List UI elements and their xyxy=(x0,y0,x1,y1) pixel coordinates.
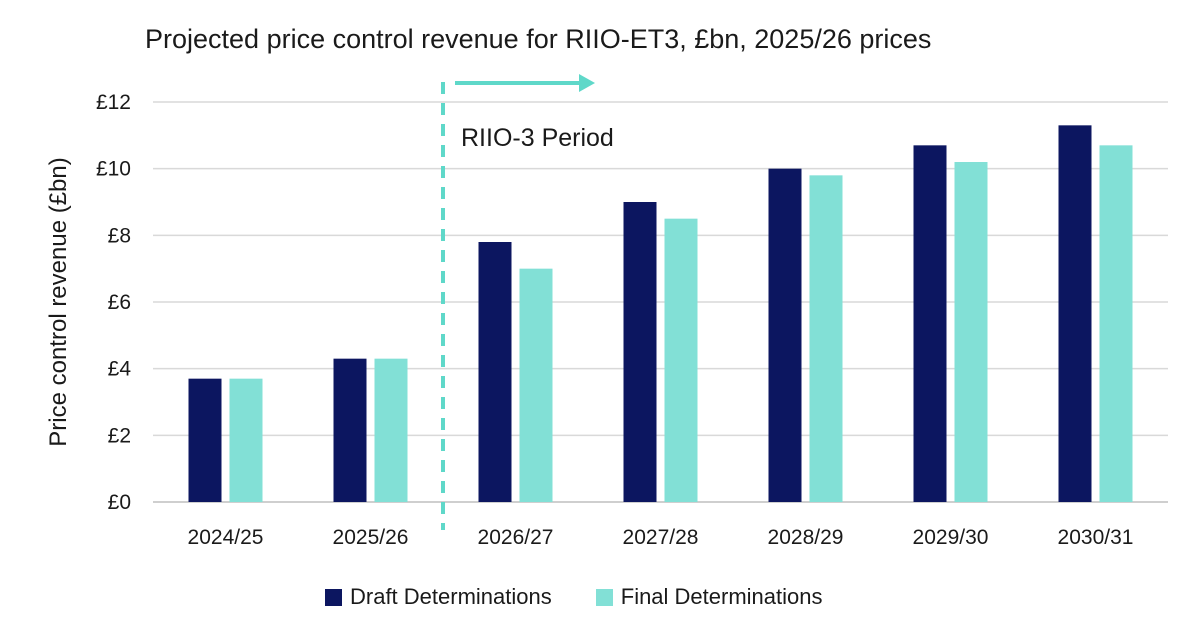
bar-final xyxy=(519,268,553,502)
legend-label-draft: Draft Determinations xyxy=(350,584,552,609)
bar-draft xyxy=(188,378,222,502)
y-tick-label: £0 xyxy=(108,491,131,514)
x-tick-label: 2029/30 xyxy=(913,526,989,549)
legend-label-final: Final Determinations xyxy=(620,584,823,609)
x-tick-label: 2027/28 xyxy=(623,526,699,549)
x-tick-label: 2030/31 xyxy=(1058,526,1134,549)
x-tick-label: 2024/25 xyxy=(188,526,264,549)
bar-final xyxy=(1099,145,1133,503)
legend-item-draft: Draft Determinations xyxy=(325,584,552,610)
bar-final xyxy=(954,162,988,502)
bar-draft xyxy=(333,358,367,502)
x-tick-label: 2025/26 xyxy=(333,526,409,549)
period-label: RIIO-3 Period xyxy=(461,124,614,152)
bars xyxy=(188,125,1133,503)
x-tick-label: 2026/27 xyxy=(478,526,554,549)
y-tick-label: £12 xyxy=(96,91,131,114)
bar-final xyxy=(374,358,408,502)
bar-final xyxy=(664,218,698,502)
legend-swatch-draft xyxy=(325,588,342,606)
period-annotation: RIIO-3 Period xyxy=(441,74,614,530)
bar-draft xyxy=(913,145,947,503)
x-tick-labels: 2024/25 2025/26 2026/27 2027/28 2028/29 2029/… xyxy=(188,526,1134,549)
legend-item-final: Final Determinations xyxy=(595,584,823,610)
y-axis-title: Price control revenue (£bn) xyxy=(45,157,72,446)
x-tick-label: 2028/29 xyxy=(768,526,844,549)
chart-title: Projected price control revenue for RIIO… xyxy=(145,24,932,54)
y-tick-labels: £0 £2 £4 £6 £8 £10 £12 xyxy=(96,91,131,514)
period-arrow-icon xyxy=(579,74,595,92)
legend: Draft Determinations Final Determination… xyxy=(325,584,823,610)
y-tick-label: £2 xyxy=(108,424,131,447)
y-tick-label: £4 xyxy=(108,358,132,381)
y-tick-label: £6 xyxy=(108,291,131,314)
y-tick-label: £8 xyxy=(108,224,131,247)
bar-draft xyxy=(1058,125,1092,502)
bar-draft xyxy=(478,242,512,502)
bar-draft xyxy=(768,168,802,502)
gridlines xyxy=(153,101,1168,503)
bar-final xyxy=(229,378,263,502)
bar-draft xyxy=(623,202,657,502)
bar-final xyxy=(809,175,843,503)
y-tick-label: £10 xyxy=(96,158,131,181)
legend-swatch-final xyxy=(595,588,613,606)
